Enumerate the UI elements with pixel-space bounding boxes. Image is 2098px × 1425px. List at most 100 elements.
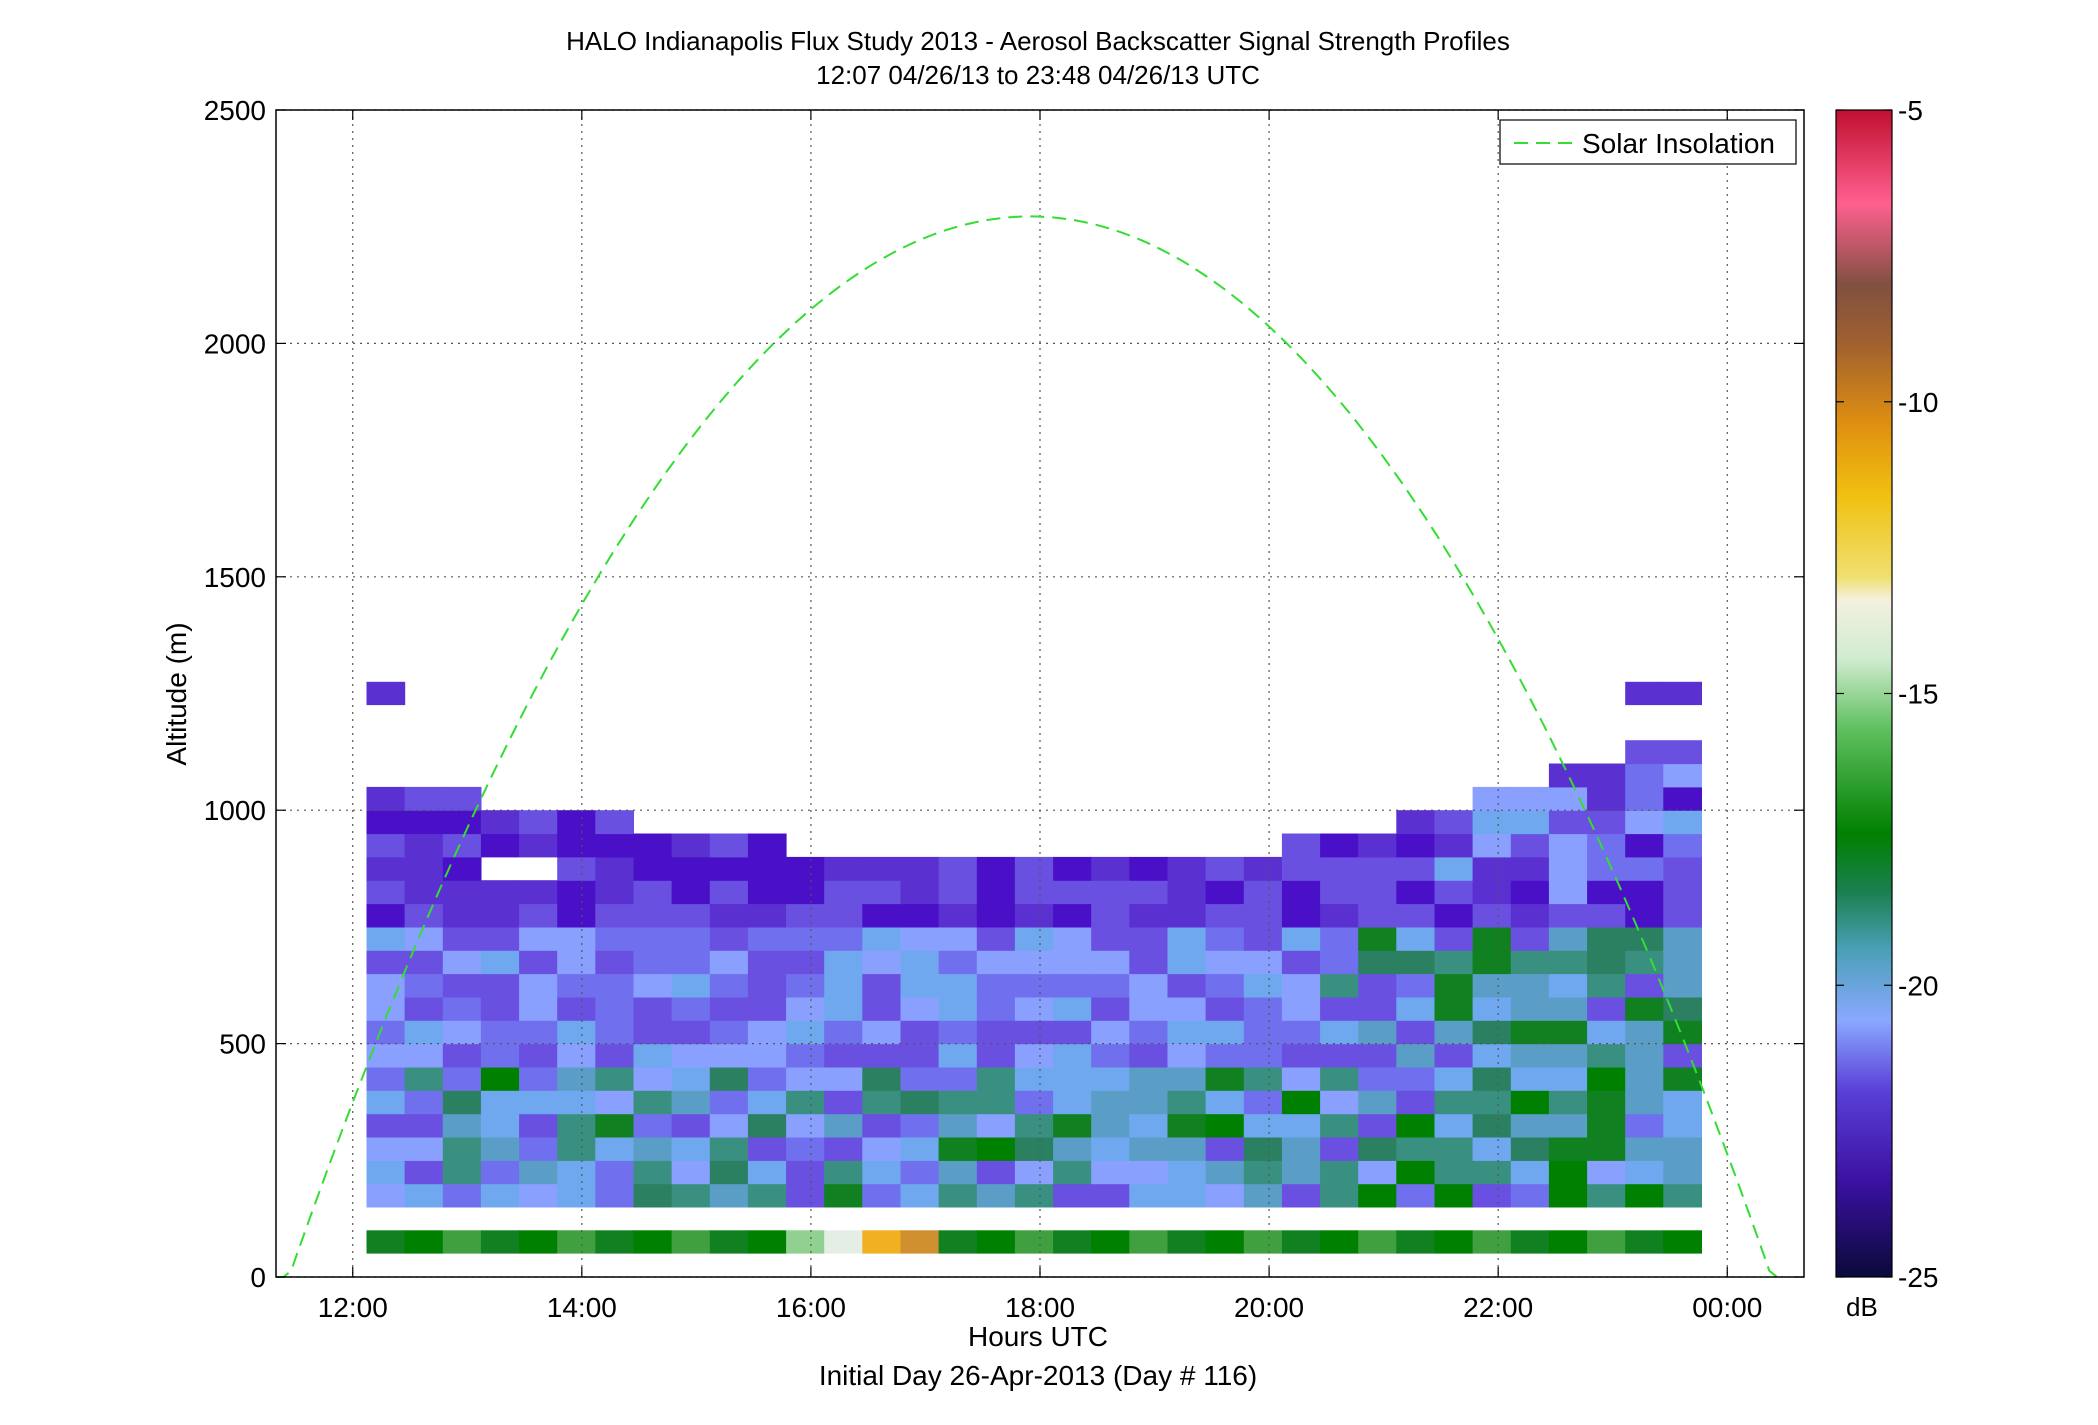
heatmap-cell xyxy=(1091,903,1130,928)
x-tick-label: 18:00 xyxy=(1005,1292,1075,1323)
heatmap-cell xyxy=(1625,763,1664,788)
heatmap-cell xyxy=(1167,1160,1207,1185)
heatmap-cell xyxy=(1472,810,1512,835)
heatmap-cell xyxy=(976,1113,1016,1138)
heatmap-cell xyxy=(480,880,520,905)
heatmap-cell xyxy=(1014,880,1054,905)
heatmap-cell xyxy=(442,1183,482,1208)
heatmap-cell xyxy=(1587,1230,1626,1254)
heatmap-cell xyxy=(1587,950,1626,975)
heatmap-cell xyxy=(1205,973,1245,998)
heatmap-cell xyxy=(1281,1160,1321,1185)
heatmap-cell xyxy=(480,950,520,975)
heatmap-cell xyxy=(1510,810,1550,835)
heatmap-cell xyxy=(404,833,444,858)
heatmap-cell xyxy=(1434,833,1474,858)
heatmap-cell xyxy=(1625,926,1664,951)
heatmap-cell xyxy=(404,903,444,928)
heatmap-cell xyxy=(404,856,444,881)
heatmap-cell xyxy=(519,973,558,998)
heatmap-cell xyxy=(1396,1183,1435,1208)
heatmap-cell xyxy=(595,1020,634,1045)
heatmap-cell xyxy=(747,973,787,998)
heatmap-cell xyxy=(595,950,634,975)
heatmap-cell xyxy=(366,903,406,928)
heatmap-cell xyxy=(1663,1020,1702,1045)
heatmap-cell xyxy=(1548,973,1588,998)
heatmap-cell xyxy=(1625,903,1664,928)
heatmap-cell xyxy=(1510,1113,1550,1138)
heatmap-cell xyxy=(1358,1137,1397,1161)
heatmap-cell xyxy=(1320,1020,1359,1045)
heatmap-cell xyxy=(1663,740,1702,765)
heatmap-cell xyxy=(1205,1183,1245,1208)
heatmap-cell xyxy=(1510,1230,1550,1254)
heatmap-cell xyxy=(900,1090,940,1115)
heatmap-cell xyxy=(1243,1066,1283,1091)
heatmap-cell xyxy=(1129,1043,1168,1068)
heatmap-cell xyxy=(480,1137,520,1161)
heatmap-cell xyxy=(404,1020,444,1045)
heatmap-cell xyxy=(1091,1183,1130,1208)
heatmap-cell xyxy=(900,1020,940,1045)
heatmap-cell xyxy=(1358,833,1397,858)
heatmap-cell xyxy=(1014,856,1054,881)
heatmap-cell xyxy=(1320,1090,1359,1115)
heatmap-cell xyxy=(747,996,787,1021)
heatmap-cell xyxy=(1663,681,1702,706)
heatmap-cell xyxy=(519,1137,558,1161)
heatmap-cell xyxy=(900,1137,940,1161)
heatmap-cell xyxy=(595,1066,634,1091)
heatmap-cell xyxy=(671,950,711,975)
heatmap-cell xyxy=(1167,950,1207,975)
heatmap-cell xyxy=(1320,903,1359,928)
heatmap-cell xyxy=(747,1020,787,1045)
x-axis-label-day: Initial Day 26-Apr-2013 (Day # 116) xyxy=(819,1360,1257,1391)
heatmap-cell xyxy=(747,950,787,975)
heatmap-cell xyxy=(1625,740,1664,765)
heatmap-cell xyxy=(1625,1090,1664,1115)
heatmap-cell xyxy=(1243,1183,1283,1208)
heatmap-cell xyxy=(404,1230,444,1254)
heatmap-cell xyxy=(404,996,444,1021)
heatmap-cell xyxy=(1510,1090,1550,1115)
heatmap-cell xyxy=(900,1230,940,1254)
heatmap-cell xyxy=(1434,1066,1474,1091)
heatmap-cell xyxy=(786,950,825,975)
heatmap-cell xyxy=(1091,996,1130,1021)
heatmap-cell xyxy=(519,926,558,951)
heatmap-cell xyxy=(1053,1160,1092,1185)
heatmap-cell xyxy=(1320,1137,1359,1161)
heatmap-cell xyxy=(595,880,634,905)
heatmap-cell xyxy=(1205,1066,1245,1091)
heatmap-cell xyxy=(519,880,558,905)
heatmap-cell xyxy=(1663,903,1702,928)
heatmap-cell xyxy=(1205,903,1245,928)
heatmap-cell xyxy=(900,973,940,998)
heatmap-cell xyxy=(1243,926,1283,951)
heatmap-cell xyxy=(1243,950,1283,975)
heatmap-cell xyxy=(1014,1160,1054,1185)
heatmap-cell xyxy=(671,833,711,858)
heatmap-cell xyxy=(862,1183,901,1208)
heatmap-cell xyxy=(938,926,978,951)
heatmap-cell xyxy=(786,1113,825,1138)
heatmap-cell xyxy=(366,1090,406,1115)
heatmap-cell xyxy=(1014,1043,1054,1068)
heatmap-cell xyxy=(519,950,558,975)
heatmap-cell xyxy=(366,996,406,1021)
heatmap-cell xyxy=(1129,996,1168,1021)
heatmap-cell xyxy=(1205,996,1245,1021)
heatmap-cell xyxy=(1167,1230,1207,1254)
y-axis: 0 500 1000 1500 2000 2500 xyxy=(204,95,1804,1293)
heatmap-cell xyxy=(595,833,634,858)
heatmap-cell xyxy=(595,996,634,1021)
heatmap-cell xyxy=(1205,950,1245,975)
heatmap-cell xyxy=(1129,856,1168,881)
heatmap-cell xyxy=(1396,996,1435,1021)
heatmap-cell xyxy=(824,903,863,928)
heatmap-cell xyxy=(1243,1160,1283,1185)
heatmap-cell xyxy=(900,1113,940,1138)
chart-title: HALO Indianapolis Flux Study 2013 - Aero… xyxy=(566,26,1510,56)
y-tick-label: 1000 xyxy=(204,795,266,826)
